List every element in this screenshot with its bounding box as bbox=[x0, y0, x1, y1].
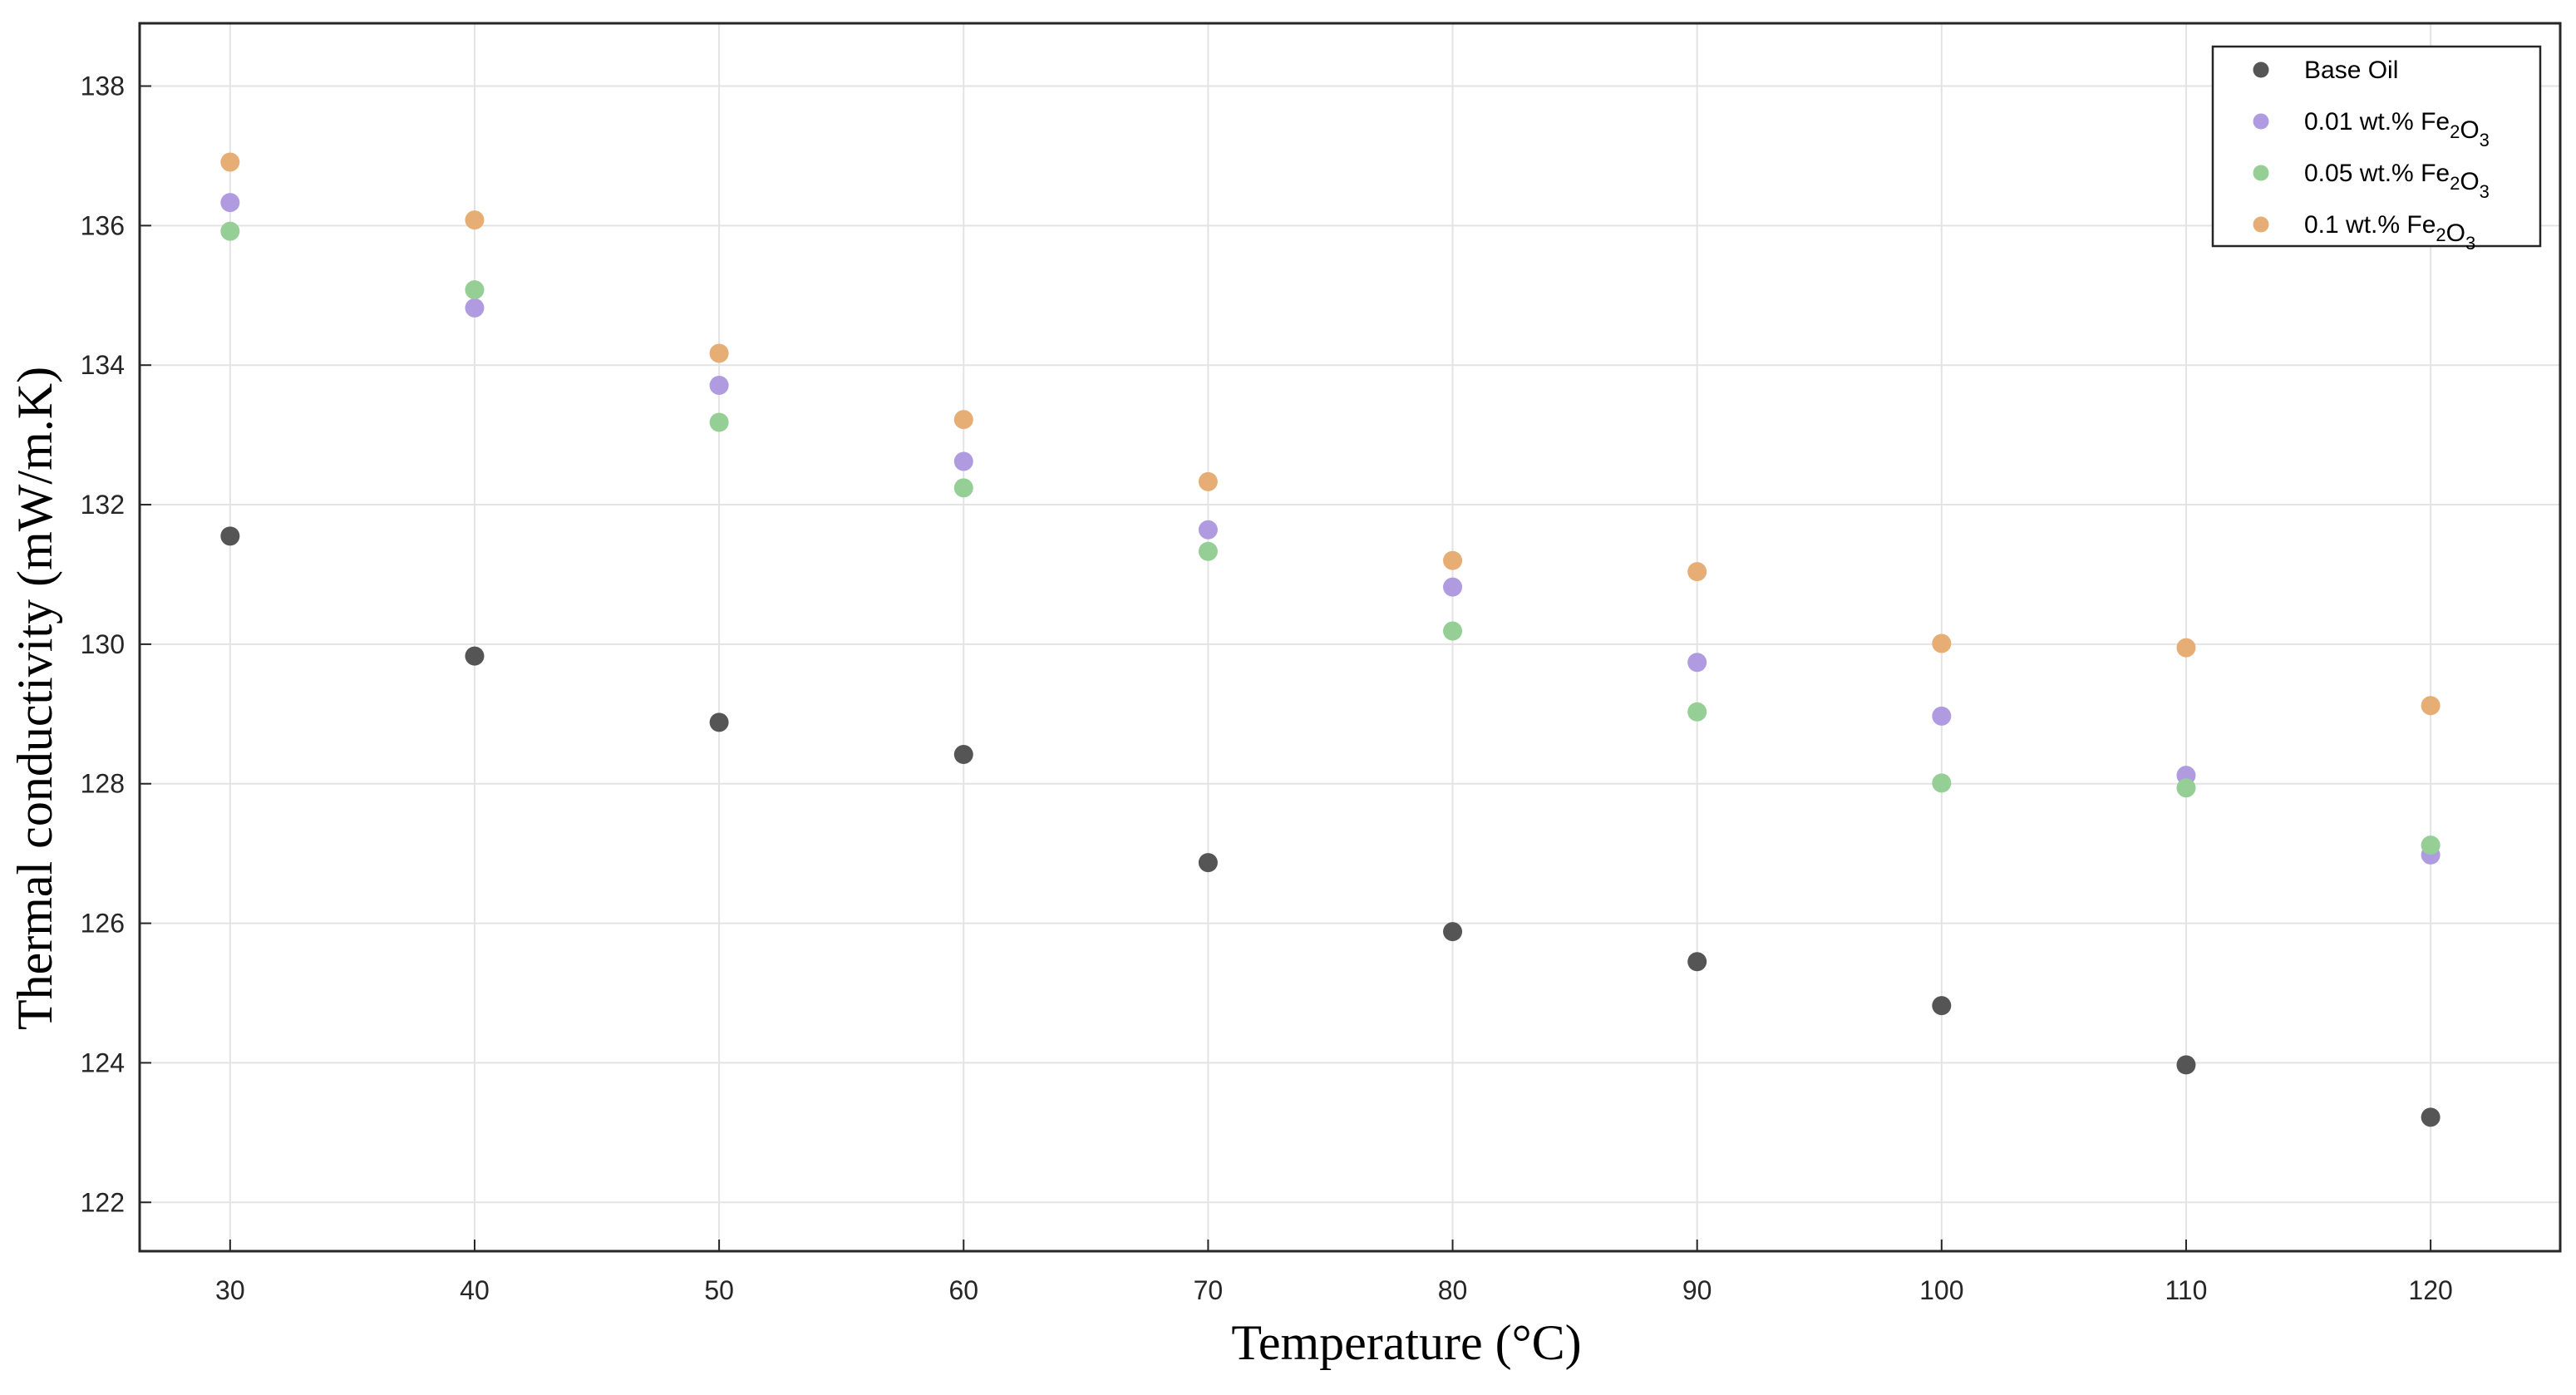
y-tick-label: 134 bbox=[81, 350, 125, 380]
legend-marker bbox=[2253, 216, 2269, 233]
plot-area-frame bbox=[138, 22, 2562, 1253]
data-point bbox=[953, 410, 973, 430]
legend-entry: 0.1 wt.% Fe2O3 bbox=[2253, 211, 2475, 254]
legend-entry: 0.05 wt.% Fe2O3 bbox=[2253, 160, 2490, 202]
x-tick-label: 100 bbox=[1919, 1275, 1963, 1305]
data-point bbox=[709, 376, 729, 396]
x-tick-label: 90 bbox=[1682, 1275, 1712, 1305]
data-point bbox=[2421, 836, 2441, 855]
data-point bbox=[220, 221, 240, 241]
data-point bbox=[1443, 621, 1463, 641]
x-tick-label: 120 bbox=[2408, 1275, 2452, 1305]
data-point bbox=[1932, 706, 1952, 726]
y-tick-label: 136 bbox=[81, 210, 125, 240]
data-point bbox=[1198, 853, 1218, 873]
data-point bbox=[220, 526, 240, 546]
data-point bbox=[1687, 562, 1707, 582]
data-point bbox=[2176, 638, 2196, 658]
data-points bbox=[220, 152, 2441, 1127]
x-tick-label: 70 bbox=[1194, 1275, 1224, 1305]
y-tick-label: 124 bbox=[81, 1047, 125, 1077]
data-point bbox=[709, 712, 729, 732]
series-3 bbox=[220, 152, 2441, 716]
data-point bbox=[2421, 1107, 2441, 1127]
legend-label: 0.01 wt.% Fe2O3 bbox=[2304, 108, 2490, 150]
y-axis-title: Thermal conductivity (mW/m.K) bbox=[7, 367, 62, 1030]
data-point bbox=[1687, 952, 1707, 972]
data-point bbox=[953, 478, 973, 498]
legend: Base Oil 0.01 wt.% Fe2O3 0.05 wt.% Fe2O3 0.… bbox=[2211, 45, 2542, 254]
data-point bbox=[2176, 778, 2196, 798]
legend-items: Base Oil 0.01 wt.% Fe2O3 0.05 wt.% Fe2O3 0.… bbox=[2253, 57, 2490, 254]
x-axis-title: Temperature (°C) bbox=[1231, 1315, 1581, 1370]
legend-label: 0.1 wt.% Fe2O3 bbox=[2304, 211, 2475, 254]
x-tick-label: 110 bbox=[2165, 1275, 2207, 1305]
data-point bbox=[709, 343, 729, 363]
data-point bbox=[1932, 773, 1952, 793]
data-point bbox=[1443, 577, 1463, 597]
data-point bbox=[1687, 702, 1707, 722]
y-tick-label: 138 bbox=[81, 71, 125, 101]
x-tick-label: 50 bbox=[704, 1275, 734, 1305]
data-point bbox=[953, 451, 973, 471]
data-point bbox=[1932, 996, 1952, 1016]
legend-entry: 0.01 wt.% Fe2O3 bbox=[2253, 108, 2490, 150]
data-point bbox=[1198, 471, 1218, 491]
data-point bbox=[2176, 1055, 2196, 1075]
data-point bbox=[2421, 696, 2441, 716]
data-point bbox=[1932, 633, 1952, 653]
data-point bbox=[465, 298, 485, 318]
y-tick-label: 128 bbox=[81, 769, 125, 799]
data-point bbox=[1198, 541, 1218, 561]
legend-marker bbox=[2253, 113, 2269, 130]
x-tick-label: 80 bbox=[1438, 1275, 1468, 1305]
y-axis-ticks: 122 124 126 128 130 132 134 136 138 bbox=[81, 71, 151, 1217]
y-tick-label: 122 bbox=[81, 1187, 125, 1217]
x-tick-label: 30 bbox=[215, 1275, 245, 1305]
data-point bbox=[1198, 520, 1218, 540]
legend-entry: Base Oil bbox=[2253, 57, 2398, 84]
data-point bbox=[1443, 922, 1463, 942]
x-tick-label: 40 bbox=[460, 1275, 490, 1305]
data-point bbox=[465, 210, 485, 230]
data-point bbox=[1687, 653, 1707, 673]
y-tick-label: 132 bbox=[81, 490, 125, 520]
data-point bbox=[709, 412, 729, 432]
data-point bbox=[1443, 550, 1463, 570]
legend-label: Base Oil bbox=[2304, 57, 2398, 84]
y-tick-label: 130 bbox=[81, 629, 125, 659]
y-tick-label: 126 bbox=[81, 909, 125, 939]
legend-label: 0.05 wt.% Fe2O3 bbox=[2304, 160, 2490, 202]
legend-marker bbox=[2253, 165, 2269, 181]
series-2 bbox=[220, 221, 2441, 855]
data-point bbox=[220, 152, 240, 172]
data-point bbox=[465, 280, 485, 300]
data-point bbox=[953, 744, 973, 764]
x-axis-ticks: 30 40 50 60 70 80 90 100 110 120 bbox=[215, 1240, 2453, 1305]
x-tick-label: 60 bbox=[948, 1275, 978, 1305]
legend-marker bbox=[2253, 62, 2269, 78]
series-1 bbox=[220, 193, 2441, 865]
series-0 bbox=[220, 526, 2441, 1127]
grid bbox=[140, 23, 2560, 1251]
legend-box bbox=[2211, 45, 2542, 248]
data-point bbox=[220, 193, 240, 213]
data-point bbox=[465, 646, 485, 666]
